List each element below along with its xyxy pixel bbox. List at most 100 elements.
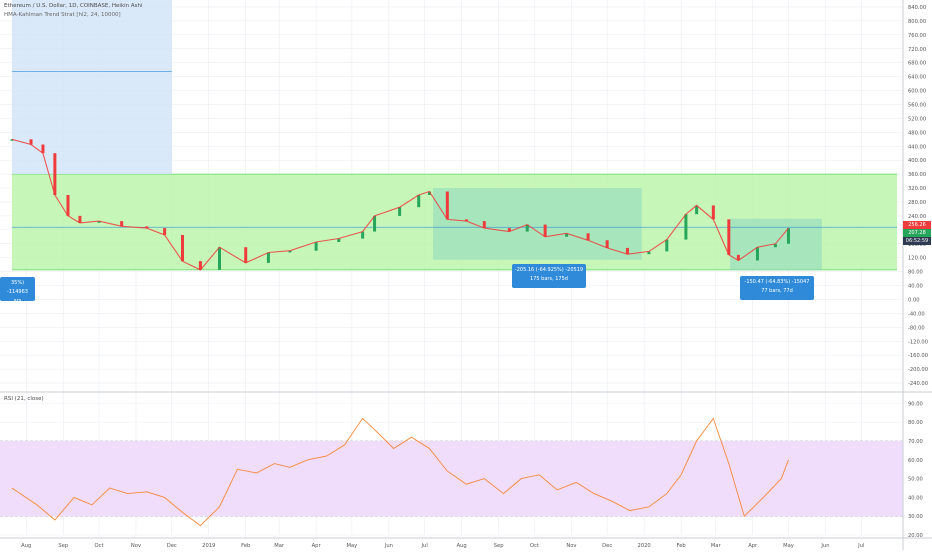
measure-callout-right[interactable]: -150.47 (-64.83%) -15047 77 bars, 77d bbox=[740, 276, 814, 300]
price-tag-last: 256.26 bbox=[903, 221, 931, 229]
price-candle bbox=[97, 221, 101, 223]
price-candle bbox=[288, 250, 292, 253]
price-candle bbox=[684, 214, 688, 240]
y-tick-label: 600.00 bbox=[908, 89, 926, 95]
rsi-y-tick-label: 70.00 bbox=[908, 439, 923, 445]
rsi-y-tick-label: 30.00 bbox=[908, 514, 923, 520]
price-candle bbox=[736, 254, 740, 261]
price-candle bbox=[786, 228, 790, 244]
price-candle bbox=[586, 233, 590, 241]
price-candle bbox=[78, 215, 82, 223]
x-tick-label: Apr bbox=[748, 543, 758, 549]
plot-layer bbox=[10, 138, 790, 527]
y-tick-label: 40.00 bbox=[908, 284, 923, 290]
x-tick-label: May bbox=[783, 543, 794, 549]
x-tick-label: 2019 bbox=[202, 543, 215, 549]
y-tick-label: 0.00 bbox=[908, 297, 920, 303]
price-candle bbox=[244, 247, 248, 263]
price-candle bbox=[373, 215, 377, 232]
y-tick-label: -240.00 bbox=[908, 381, 928, 387]
price-candle bbox=[66, 195, 70, 216]
price-candle bbox=[120, 221, 124, 227]
price-candle bbox=[665, 239, 669, 252]
x-tick-label: Aug bbox=[457, 543, 467, 549]
y-tick-label: 760.00 bbox=[908, 33, 926, 39]
price-candle bbox=[314, 242, 318, 251]
x-tick-label: Dec bbox=[167, 543, 177, 549]
price-candle bbox=[10, 139, 14, 141]
price-candle bbox=[711, 205, 715, 220]
y-tick-label: 520.00 bbox=[908, 116, 926, 122]
callout-left-line2: ars bbox=[13, 298, 22, 304]
price-candle bbox=[625, 247, 629, 255]
x-tick-label: Jun bbox=[820, 543, 829, 549]
rsi-line bbox=[11, 417, 789, 527]
y-tick-label: 560.00 bbox=[908, 102, 926, 108]
price-candle bbox=[163, 228, 167, 236]
price-candle bbox=[647, 251, 651, 255]
y-tick-label: 240.00 bbox=[908, 214, 926, 220]
price-candle bbox=[565, 233, 569, 237]
x-tick-label: Mar bbox=[711, 543, 722, 549]
y-tick-label: 120.00 bbox=[908, 256, 926, 262]
y-tick-label: 720.00 bbox=[908, 47, 926, 53]
y-tick-label: -40.00 bbox=[908, 311, 925, 317]
callout-middle-line2: 175 bars, 175d bbox=[530, 276, 568, 282]
measure-callout-left[interactable]: 35%) -114963 ars bbox=[0, 277, 35, 304]
price-candle bbox=[217, 247, 221, 270]
price-candle bbox=[41, 144, 45, 154]
price-candle bbox=[427, 191, 431, 195]
price-tag-countdown: 06:52:59 bbox=[903, 237, 931, 245]
x-tick-label: Dec bbox=[602, 543, 612, 549]
x-tick-label: Mar bbox=[274, 543, 285, 549]
y-tick-label: 680.00 bbox=[908, 61, 926, 67]
callout-left-line1: 35%) -114963 bbox=[7, 280, 28, 295]
price-line bbox=[11, 138, 789, 271]
price-candle bbox=[695, 205, 699, 215]
measure-callout-middle[interactable]: -205.16 (-64.925%) -20519 175 bars, 175d bbox=[512, 264, 586, 288]
x-tick-label: Sep bbox=[58, 543, 68, 549]
rsi-y-tick-label: 20.00 bbox=[908, 533, 923, 539]
price-candle bbox=[543, 224, 547, 237]
y-tick-label: -80.00 bbox=[908, 325, 925, 331]
x-tick-label: Jul bbox=[857, 543, 864, 549]
y-tick-label: -160.00 bbox=[908, 353, 928, 359]
price-candle bbox=[337, 238, 341, 243]
x-tick-label: Nov bbox=[566, 543, 576, 549]
price-candle bbox=[266, 252, 270, 263]
rsi-band bbox=[0, 441, 903, 517]
x-tick-label: Aug bbox=[21, 543, 31, 549]
y-tick-label: 80.00 bbox=[908, 270, 923, 276]
y-tick-label: -120.00 bbox=[908, 339, 928, 345]
price-tag-line: 207.28 bbox=[903, 229, 931, 237]
rsi-y-tick-label: 50.00 bbox=[908, 477, 923, 483]
price-candle bbox=[361, 231, 365, 239]
y-tick-label: 400.00 bbox=[908, 158, 926, 164]
x-tick-label: 2020 bbox=[638, 543, 651, 549]
price-candle bbox=[445, 191, 449, 220]
price-candle bbox=[417, 195, 421, 208]
chart-title: Ethereum / U.S. Dollar, 1D, COINBASE, He… bbox=[4, 3, 143, 9]
indicator-label: HMA-Kahlman Trend Strat [hl2, 24, 10000] bbox=[4, 12, 121, 18]
rsi-title: RSI (21, close) bbox=[4, 396, 44, 402]
price-candle bbox=[727, 219, 731, 255]
rsi-y-tick-label: 80.00 bbox=[908, 420, 923, 426]
y-tick-label: 360.00 bbox=[908, 172, 926, 178]
price-candle bbox=[755, 247, 759, 261]
price-candle bbox=[198, 261, 202, 270]
price-candle bbox=[53, 153, 57, 195]
x-tick-label: Apr bbox=[312, 543, 322, 549]
x-tick-label: Jun bbox=[384, 543, 393, 549]
y-tick-label: 440.00 bbox=[908, 144, 926, 150]
x-tick-label: Sep bbox=[494, 543, 504, 549]
price-candle bbox=[482, 221, 486, 229]
x-tick-label: Jul bbox=[421, 543, 428, 549]
rsi-y-tick-label: 90.00 bbox=[908, 401, 923, 407]
zone-layer bbox=[0, 0, 903, 517]
price-candle bbox=[773, 243, 777, 248]
price-candle bbox=[181, 235, 185, 262]
x-tick-label: Oct bbox=[95, 543, 104, 549]
x-tick-label: May bbox=[347, 543, 358, 549]
